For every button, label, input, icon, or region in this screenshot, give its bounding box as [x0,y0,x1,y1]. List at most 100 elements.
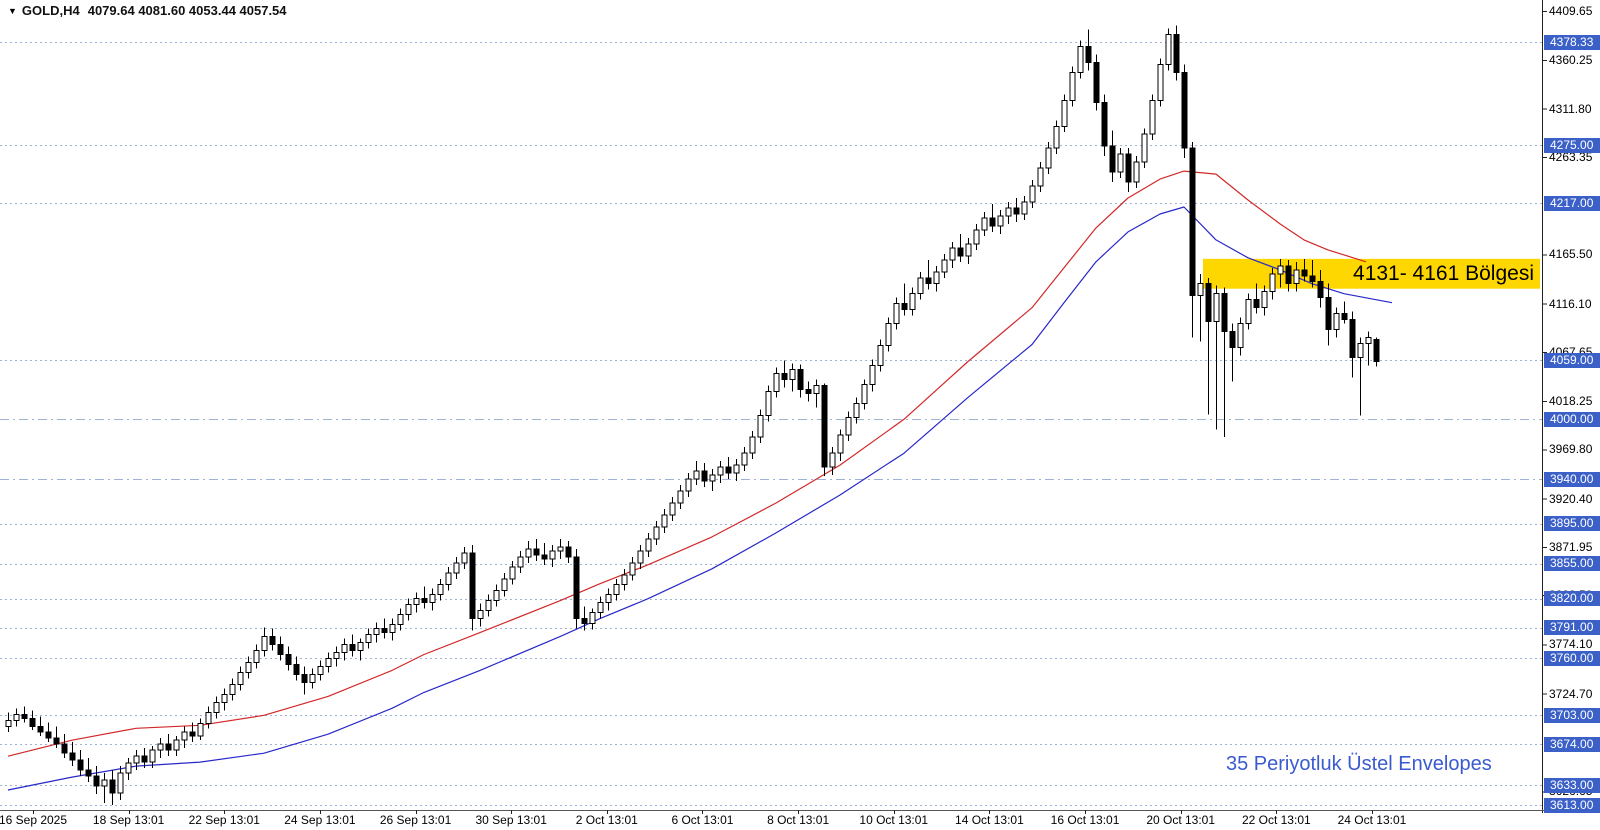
time-tick-label: 6 Oct 13:01 [671,813,734,827]
candle [373,622,380,643]
candle-body-bull [717,466,724,476]
candle [925,259,932,290]
candle-body-bear [77,759,84,771]
candle-body-bear [1349,319,1356,358]
candle-body-bear [189,731,196,737]
candle [85,758,92,783]
candle [1045,142,1052,175]
candle [477,603,484,627]
candle [205,706,212,729]
candle [1069,66,1076,107]
candle [589,608,596,630]
candle [333,646,340,667]
candle-body-bull [1141,133,1148,163]
candle [933,265,940,292]
price-tick-label: 4018.25 [1549,394,1593,409]
candle-body-bear [1205,283,1212,323]
candle-body-bull [181,731,188,741]
candle-body-bear [1373,339,1380,362]
candle-body-bear [1341,313,1348,321]
candle [221,688,228,711]
price-tick-label: 4263.35 [1549,149,1593,164]
candle [901,283,908,316]
candle [461,546,468,569]
candle-body-bull [941,259,948,273]
candle [941,253,948,278]
candle-body-bull [1117,153,1124,173]
candle-body-bear [1013,207,1020,215]
candle [581,606,588,631]
candle-body-bull [965,243,972,257]
candle [973,223,980,250]
candle-body-bear [109,779,116,794]
candle-body-bear [989,217,996,227]
candle [1141,128,1148,169]
price-level-badge: 3703.00 [1544,707,1600,723]
candle [885,317,892,352]
candle [1365,331,1372,366]
candle [733,459,740,482]
candle [501,572,508,597]
candle-body-bull [1197,283,1204,297]
candle [1085,29,1092,71]
candle-body-bull [1277,265,1284,275]
candle [93,766,100,795]
candle-body-bear [581,618,588,625]
candle-body-bull [909,293,916,311]
candle-body-bull [133,755,140,764]
candle [701,463,708,488]
zone-rectangle[interactable] [1203,258,1540,289]
candle [1253,283,1260,314]
candle-body-bull [413,598,420,606]
candle-body-bull [333,652,340,659]
candle [277,636,284,661]
candle [349,634,356,657]
candle [1189,142,1196,338]
candle [213,696,220,719]
candle-body-bull [605,594,612,604]
candle [653,520,660,545]
candle [741,447,748,472]
ema-envelope-upper-line[interactable] [7,170,1367,757]
time-tick-label: 20 Oct 13:01 [1146,813,1216,827]
candle [437,578,444,601]
time-tick-label: 30 Sep 13:01 [475,813,547,827]
candle-body-bear [61,743,68,754]
candle-body-bull [997,215,1004,227]
candle-body-bear [573,556,580,620]
candle [237,666,244,691]
candle [1173,25,1180,81]
candle-body-bear [269,636,276,646]
candle [669,497,676,521]
ema-envelope-lower-line[interactable] [7,206,1393,791]
candle [573,548,580,629]
indicator-label[interactable]: 35 Periyotluk Üstel Envelopes [1226,753,1492,775]
price-level-badge: 4275.00 [1544,137,1600,153]
candle [637,544,644,569]
candle-body-bull [205,711,212,724]
chevron-down-icon[interactable]: ▼ [8,6,17,16]
candle-body-bear [1085,46,1092,63]
price-level-badge: 3895.00 [1544,516,1600,532]
candle-body-bull [157,743,164,751]
candle-body-bear [821,384,828,468]
candle [557,538,564,559]
candle-body-bear [381,628,388,634]
candle-body-bull [477,610,484,620]
zone-label[interactable]: 4131- 4161 Bölgesi [1353,261,1534,285]
candle-body-bull [1213,293,1220,323]
candle [125,758,132,781]
candle [1021,196,1028,220]
candle-body-bear [45,731,52,739]
price-level-badge: 4000.00 [1544,411,1600,427]
candle [181,726,188,749]
time-tick-label: 22 Oct 13:01 [1241,813,1311,827]
candle-body-bull [325,657,332,667]
candle [765,385,772,422]
candle-body-bull [917,277,924,295]
price-level-badge: 3760.00 [1544,650,1600,666]
candle [165,734,172,757]
candle [1149,94,1156,141]
candle-body-bull [789,368,796,380]
